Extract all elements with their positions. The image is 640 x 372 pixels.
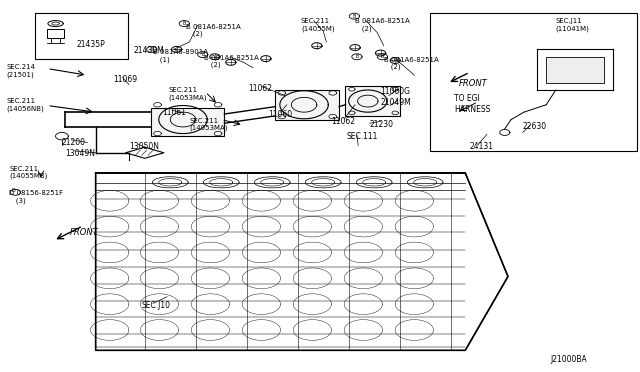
Text: FRONT: FRONT [70,228,99,237]
Text: 13050N: 13050N [129,142,159,151]
Text: D: D [12,188,15,193]
Bar [429,13,637,151]
Text: SEC.J10: SEC.J10 [141,301,171,310]
Text: SEC.111: SEC.111 [347,132,378,141]
Text: B: B [182,21,186,26]
Text: SEC.211
(14056NB): SEC.211 (14056NB) [6,98,44,112]
Text: B: B [381,54,384,59]
Text: B 081A6-8251A
   (2): B 081A6-8251A (2) [204,55,259,68]
Text: B 081A6-8251A
   (2): B 081A6-8251A (2) [384,57,438,70]
Text: B: B [355,54,358,59]
Bar [47,29,64,38]
Text: FRONT: FRONT [459,79,488,88]
Text: B: B [201,52,204,57]
Text: 21430M: 21430M [134,46,164,55]
Text: J21000BA: J21000BA [550,355,588,364]
Text: D 08156-8251F
   (3): D 08156-8251F (3) [9,190,63,204]
Text: 24131: 24131 [470,142,493,151]
Text: 21230: 21230 [370,119,394,129]
Text: 11062: 11062 [332,116,355,126]
Text: SEC.211
(14055M): SEC.211 (14055M) [301,18,335,32]
Text: B 081A6-8901A
   (1): B 081A6-8901A (1) [153,49,208,63]
Text: 11061: 11061 [162,109,186,118]
Text: SEC.214
(21501): SEC.214 (21501) [6,64,35,78]
Text: 22630: 22630 [523,122,547,131]
Bar [275,90,339,119]
Text: B 081A6-8251A
   (2): B 081A6-8251A (2) [186,23,241,37]
Text: SEC.211
(14053MA): SEC.211 (14053MA) [168,87,207,100]
Text: 13049N: 13049N [65,149,95,158]
Text: SEC.J11
(11041M): SEC.J11 (11041M) [556,18,589,32]
Text: 11060G: 11060G [381,87,410,96]
Text: 11069: 11069 [113,75,137,84]
Text: TO EGI
HARNESS: TO EGI HARNESS [454,94,490,114]
Bar [35,13,127,59]
Text: B: B [353,14,356,19]
Bar [151,109,225,136]
Bar [346,86,399,116]
Bar [546,57,604,83]
Text: SEC.211
(14055MB): SEC.211 (14055MB) [9,166,47,179]
Text: SEC.211
(14053MA): SEC.211 (14053MA) [189,118,228,131]
Text: 11060: 11060 [268,110,292,119]
Text: 11062: 11062 [248,84,273,93]
Text: 21200: 21200 [62,138,86,147]
Text: 21049M: 21049M [381,98,412,107]
Text: 21435P: 21435P [77,40,106,49]
Text: B 081A6-8251A
   (2): B 081A6-8251A (2) [355,18,410,32]
Text: B: B [150,47,154,52]
